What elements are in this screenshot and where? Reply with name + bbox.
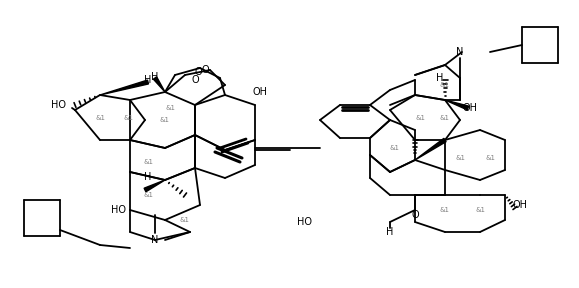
- Text: &1: &1: [180, 217, 190, 223]
- Text: &1: &1: [390, 145, 400, 151]
- Text: H: H: [151, 72, 159, 82]
- Text: &1: &1: [475, 207, 485, 213]
- Text: H: H: [437, 73, 444, 83]
- Text: H: H: [144, 75, 152, 85]
- Text: H: H: [144, 172, 152, 182]
- Text: &1: &1: [455, 155, 465, 161]
- Text: &1: &1: [143, 192, 153, 198]
- Text: &1: &1: [95, 115, 105, 121]
- Text: OH: OH: [463, 103, 478, 113]
- Text: HO: HO: [298, 217, 313, 227]
- Text: OH: OH: [252, 87, 267, 97]
- Text: &1: &1: [485, 155, 495, 161]
- Polygon shape: [144, 180, 165, 192]
- Text: &1: &1: [440, 207, 450, 213]
- Text: HO: HO: [111, 205, 126, 215]
- Polygon shape: [445, 100, 468, 110]
- Text: N: N: [456, 47, 464, 57]
- Text: H: H: [386, 227, 394, 237]
- Text: &1: &1: [165, 105, 175, 111]
- Text: HO: HO: [50, 100, 65, 110]
- Text: &1: &1: [415, 115, 425, 121]
- Text: &1: &1: [143, 159, 153, 165]
- Text: O: O: [411, 210, 419, 220]
- Text: O: O: [194, 67, 202, 77]
- Text: O: O: [201, 65, 209, 75]
- Text: OH: OH: [512, 200, 527, 210]
- Text: &1: &1: [160, 117, 170, 123]
- Text: O: O: [191, 75, 199, 85]
- Text: &1: &1: [440, 115, 450, 121]
- Polygon shape: [153, 77, 165, 92]
- Text: N: N: [151, 235, 159, 245]
- Polygon shape: [415, 138, 446, 160]
- Text: &1: &1: [123, 115, 133, 121]
- Text: &1: &1: [440, 82, 450, 88]
- Polygon shape: [100, 80, 149, 95]
